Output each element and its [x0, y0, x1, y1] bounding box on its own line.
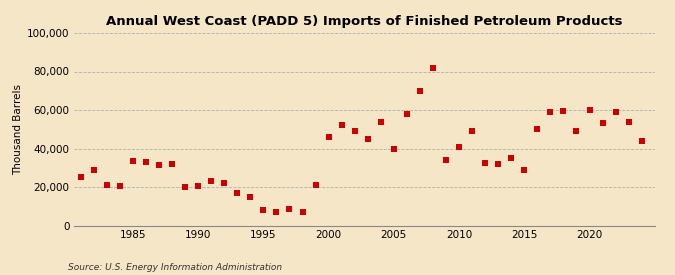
Point: [427, 65, 438, 70]
Point: [310, 183, 321, 187]
Point: [101, 183, 112, 187]
Point: [140, 160, 151, 164]
Point: [88, 167, 99, 172]
Point: [206, 179, 217, 183]
Point: [284, 207, 295, 211]
Point: [454, 144, 464, 149]
Point: [597, 121, 608, 126]
Point: [388, 146, 399, 151]
Point: [258, 208, 269, 212]
Point: [271, 210, 282, 214]
Point: [519, 167, 530, 172]
Point: [323, 135, 334, 139]
Point: [375, 119, 386, 124]
Point: [584, 108, 595, 112]
Text: Source: U.S. Energy Information Administration: Source: U.S. Energy Information Administ…: [68, 263, 281, 272]
Point: [571, 129, 582, 133]
Point: [414, 89, 425, 93]
Point: [167, 162, 178, 166]
Point: [362, 137, 373, 141]
Point: [115, 184, 126, 188]
Point: [558, 109, 569, 113]
Title: Annual West Coast (PADD 5) Imports of Finished Petroleum Products: Annual West Coast (PADD 5) Imports of Fi…: [106, 15, 623, 28]
Point: [493, 162, 504, 166]
Point: [402, 112, 412, 116]
Point: [76, 175, 86, 180]
Point: [128, 159, 138, 163]
Point: [610, 110, 621, 114]
Point: [336, 123, 347, 128]
Point: [480, 161, 491, 165]
Point: [245, 194, 256, 199]
Y-axis label: Thousand Barrels: Thousand Barrels: [13, 84, 23, 175]
Point: [532, 127, 543, 131]
Point: [506, 156, 516, 160]
Point: [623, 119, 634, 124]
Point: [219, 181, 230, 185]
Point: [154, 163, 165, 167]
Point: [545, 110, 556, 114]
Point: [297, 210, 308, 214]
Point: [441, 158, 452, 162]
Point: [466, 129, 477, 133]
Point: [232, 191, 243, 195]
Point: [350, 129, 360, 133]
Point: [180, 185, 190, 189]
Point: [637, 139, 647, 143]
Point: [193, 184, 204, 188]
